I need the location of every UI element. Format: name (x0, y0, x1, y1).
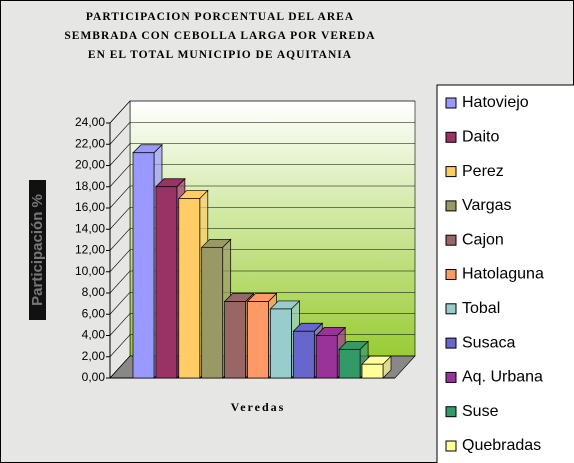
y-tick-label: 12,00 (75, 243, 105, 257)
y-tick-label: 24,00 (75, 115, 105, 129)
legend-swatch (445, 371, 457, 383)
grid-line (109, 164, 415, 187)
bar (338, 348, 361, 379)
legend-label: Cajon (462, 231, 504, 248)
grid-line (109, 228, 415, 251)
grid-line (109, 206, 415, 230)
grid-line (109, 100, 415, 124)
grid-line (109, 291, 415, 315)
bar (201, 246, 224, 379)
bar (178, 198, 201, 379)
y-tick-label: 14,00 (75, 221, 105, 235)
legend-label: Perez (462, 163, 504, 180)
legend-label: Tobal (462, 300, 500, 317)
legend-swatch (445, 200, 457, 212)
legend-label: Vargas (462, 197, 512, 214)
y-tick-label: 10,00 (75, 264, 105, 278)
bar (270, 308, 292, 379)
legend-swatch (445, 166, 457, 178)
y-tick-label: 22,00 (75, 136, 105, 150)
y-label-bg (29, 180, 46, 320)
y-tick-label: 18,00 (75, 179, 105, 193)
legend-label: Suse (462, 403, 499, 420)
chart-title: PARTICIPACION PORCENTUAL DEL AREA SEMBRA… (64, 11, 376, 61)
legend-label: Susaca (462, 334, 515, 351)
bar (361, 363, 384, 379)
legend-swatch (445, 406, 457, 418)
bar (132, 152, 155, 379)
bar (155, 186, 178, 379)
legend-swatch (445, 440, 457, 452)
legend-swatch (445, 234, 457, 246)
legend-label: Hatoviejo (462, 94, 529, 111)
y-tick-label: 2,00 (82, 349, 106, 363)
legend-swatch (445, 97, 457, 109)
y-tick-label: 16,00 (75, 200, 105, 214)
grid-line (109, 313, 415, 336)
legend-swatch (445, 269, 457, 280)
y-tick-label: 4,00 (82, 328, 106, 342)
legend-label: Daito (462, 129, 499, 146)
legend (436, 84, 574, 463)
legend-label: Hatolaguna (462, 266, 544, 283)
bar (224, 301, 246, 379)
grid-line (109, 249, 415, 272)
legend-swatch (445, 337, 457, 349)
bar (292, 330, 315, 379)
bar (315, 335, 338, 379)
y-axis-label: Participación % (29, 194, 46, 306)
y-tick-label: 20,00 (75, 158, 105, 172)
legend-swatch (445, 303, 457, 315)
grid-line (109, 121, 415, 145)
grid-line (109, 143, 415, 166)
y-tick-label: 0,00 (82, 370, 106, 384)
y-tick-label: 8,00 (82, 285, 106, 299)
x-axis-label: Veredas (231, 400, 286, 414)
grid-line (109, 185, 415, 209)
bar (247, 301, 269, 379)
y-tick-label: 6,00 (82, 306, 106, 320)
grid-line (109, 270, 415, 294)
legend-label: Aq. Urbana (462, 369, 543, 386)
legend-swatch (445, 131, 457, 143)
legend-label: Quebradas (462, 437, 541, 454)
